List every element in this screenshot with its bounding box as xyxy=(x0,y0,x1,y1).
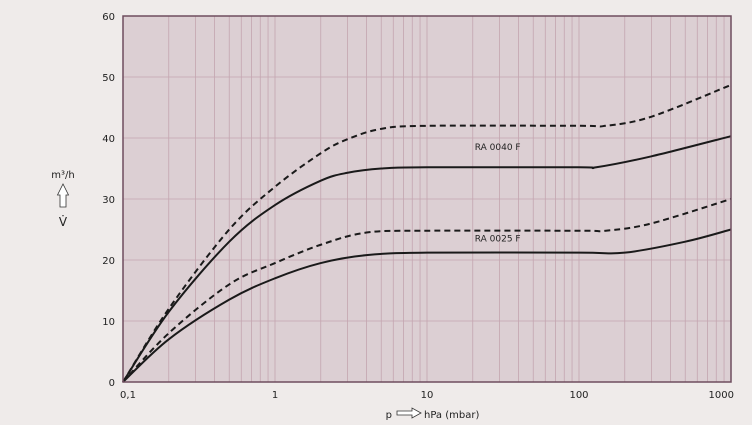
x-axis-arrow-icon xyxy=(396,407,422,419)
y-tick-label: 50 xyxy=(102,73,115,84)
annotations: RA 0040 F RA 0025 F xyxy=(475,143,521,245)
y-axis-unit: m³/h xyxy=(51,170,74,181)
x-tick-label: 1000 xyxy=(709,390,734,401)
series-lines xyxy=(122,84,732,383)
x-axis-label: p xyxy=(386,410,392,421)
y-tick-label: 30 xyxy=(102,195,115,206)
x-tick-label: 0,1 xyxy=(120,390,136,401)
x-tick-label: 10 xyxy=(421,390,434,401)
y-tick-label: 20 xyxy=(102,256,115,267)
y-axis-symbol: V̇ xyxy=(59,215,68,229)
x-axis-unit: hPa (mbar) xyxy=(424,410,479,421)
y-tick-label: 0 xyxy=(109,378,115,389)
y-tick-label: 60 xyxy=(102,12,115,23)
y-tick-label: 40 xyxy=(102,134,115,145)
series-label: RA 0025 F xyxy=(475,235,521,245)
series-line-ra-0040-f-solid xyxy=(122,135,732,383)
y-axis-arrow-icon xyxy=(56,183,70,208)
series-line-ra-0040-f-dashed xyxy=(122,84,732,383)
plot-frame xyxy=(122,15,732,383)
x-tick-label: 100 xyxy=(569,390,588,401)
series-line-ra-0025-f-dashed xyxy=(122,198,732,383)
series-line-ra-0025-f-solid xyxy=(122,228,732,383)
x-tick-label: 1 xyxy=(272,390,278,401)
y-tick-label: 10 xyxy=(102,317,115,328)
tick-labels: 0 10 20 30 40 50 60 0,1 1 10 100 1000 xyxy=(102,12,734,401)
series-label: RA 0040 F xyxy=(475,143,521,153)
grid xyxy=(123,16,731,382)
